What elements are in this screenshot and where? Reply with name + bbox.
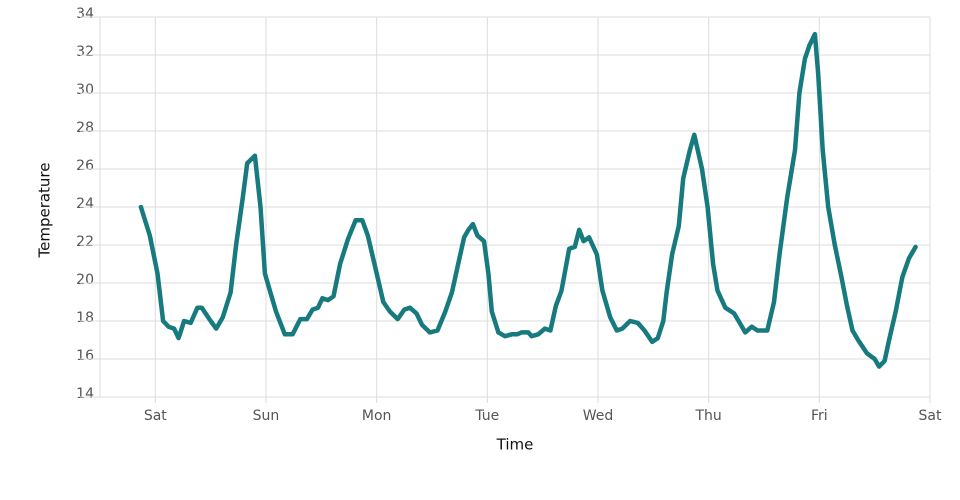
line — [138, 31, 918, 369]
y-tick-label: 32 — [76, 44, 94, 60]
x-axis-label: Time — [496, 436, 534, 454]
y-tick-label: 34 — [76, 6, 94, 22]
y-tick-label: 16 — [76, 348, 94, 364]
y-axis-label: Temperature — [36, 162, 54, 258]
x-tick-label: Wed — [583, 408, 614, 424]
y-tick-label: 18 — [76, 310, 94, 326]
y-tick-label: 30 — [76, 82, 94, 98]
y-tick-label: 24 — [76, 196, 94, 212]
x-tick-label: Mon — [362, 408, 392, 424]
x-tick-label: Tue — [474, 408, 499, 424]
x-tick-label: Sat — [919, 408, 942, 424]
y-tick-label: 14 — [76, 386, 94, 402]
x-tick-label: Fri — [811, 408, 828, 424]
y-tick-label: 20 — [76, 272, 94, 288]
x-tick-label: Sat — [144, 408, 167, 424]
y-tick-label: 22 — [76, 234, 94, 250]
x-tick-label: Sun — [253, 408, 280, 424]
y-tick-label: 26 — [76, 158, 94, 174]
y-tick-label: 28 — [76, 120, 94, 136]
x-tick-label: Thu — [695, 408, 722, 424]
